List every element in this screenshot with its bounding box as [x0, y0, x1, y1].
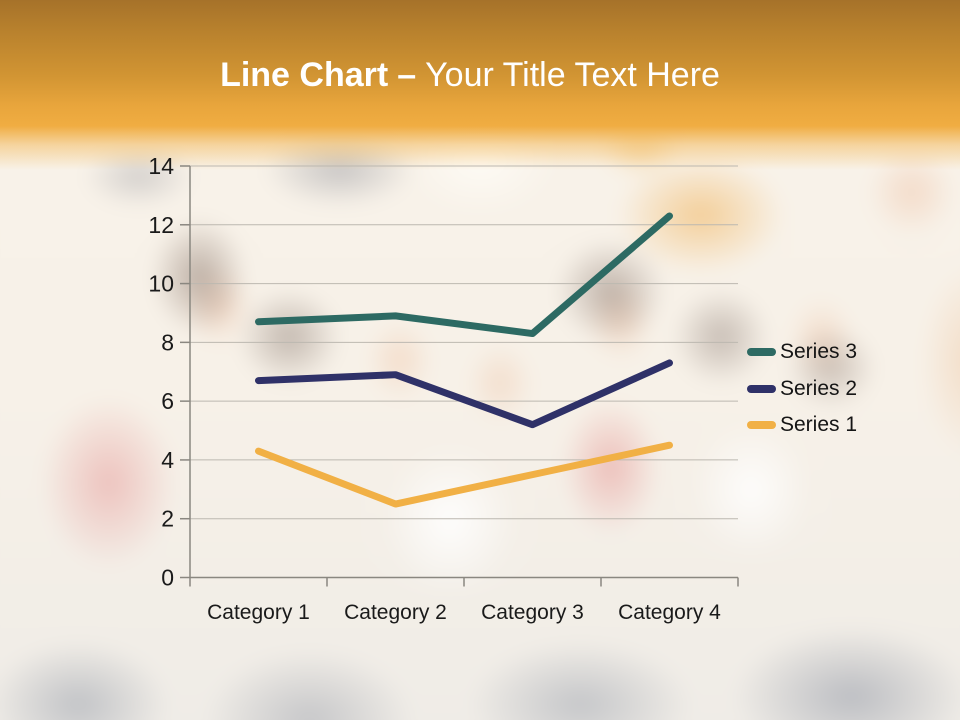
slide-title: Line Chart – Your Title Text Here — [0, 53, 950, 97]
x-category-label: Category 2 — [344, 601, 447, 624]
y-tick-label: 6 — [161, 388, 174, 414]
y-tick-label: 0 — [161, 565, 174, 591]
y-tick-label: 12 — [148, 212, 174, 238]
slide-title-separator: – — [397, 56, 417, 94]
y-tick-label: 8 — [161, 329, 174, 355]
series-line-series-2 — [255, 359, 673, 429]
series-1-line-marker-icon — [747, 421, 776, 430]
series-2-line-marker-icon — [747, 384, 776, 393]
y-tick-label: 14 — [148, 153, 174, 179]
legend-item-series-2: Series 2 — [747, 371, 857, 408]
x-category-label: Category 4 — [618, 601, 721, 624]
y-tick-label: 2 — [161, 506, 174, 532]
x-category-label: Category 1 — [207, 601, 310, 624]
legend-label: Series 2 — [780, 376, 858, 400]
y-tick-label: 10 — [148, 271, 174, 297]
y-tick-label: 4 — [161, 447, 174, 473]
legend-label: Series 3 — [780, 340, 858, 364]
series-3-line-marker-icon — [747, 348, 776, 357]
slide-title-regular: Your Title Text Here — [425, 56, 720, 94]
series-line-series-1 — [255, 441, 673, 508]
legend-item-series-3: Series 3 — [747, 334, 857, 371]
slide-title-bold: Line Chart — [220, 56, 389, 94]
header-banner: Line Chart – Your Title Text Here — [0, 0, 960, 170]
series-line-series-3 — [255, 212, 673, 338]
legend-label: Series 1 — [780, 413, 858, 437]
legend-item-series-1: Series 1 — [747, 407, 857, 444]
chart-legend: Series 3 Series 2 Series 1 — [747, 334, 857, 444]
x-category-label: Category 3 — [481, 601, 584, 624]
